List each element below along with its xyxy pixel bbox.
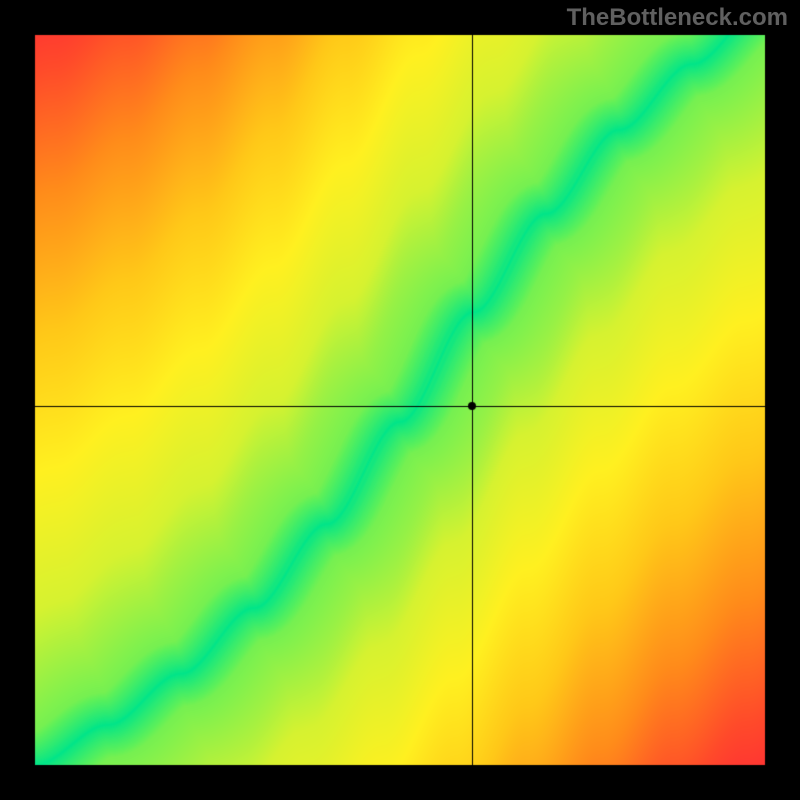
chart-container: TheBottleneck.com bbox=[0, 0, 800, 800]
heatmap-canvas bbox=[0, 0, 800, 800]
watermark-text: TheBottleneck.com bbox=[567, 4, 788, 32]
